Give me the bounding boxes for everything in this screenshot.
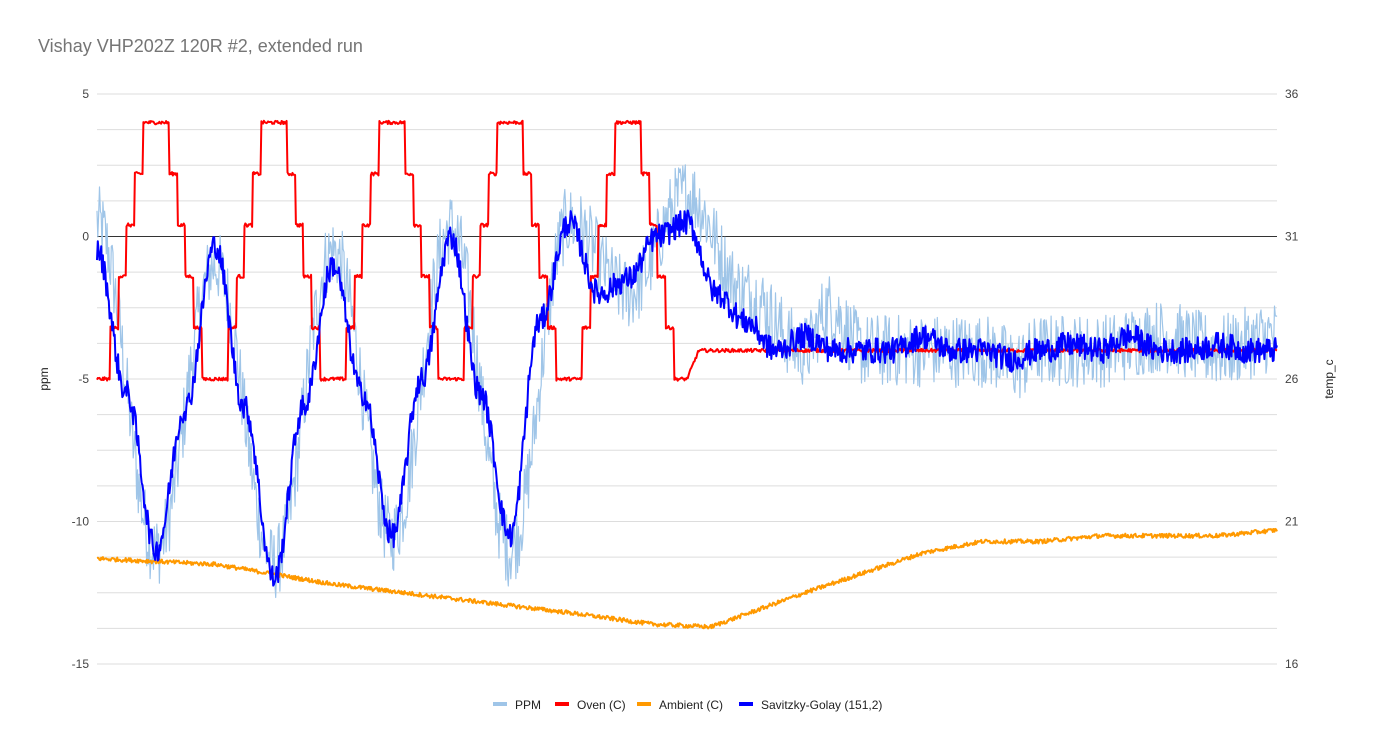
y-left-tick-label: -10 — [72, 515, 90, 529]
legend-label-savitzky-golay: Savitzky-Golay (151,2) — [761, 698, 882, 712]
series-layer — [96, 119, 1278, 630]
legend-swatch-oven — [555, 702, 569, 706]
legend: PPM Oven (C) Ambient (C) Savitzky-Golay … — [493, 698, 882, 712]
legend-item-ambient[interactable]: Ambient (C) — [637, 698, 723, 712]
y-left-tick-label: -5 — [78, 372, 89, 386]
y-left-tick-label: 5 — [82, 87, 89, 101]
series-line-ambient-c — [96, 527, 1278, 630]
y-right-tick-label: 26 — [1285, 372, 1299, 386]
series-line-savitzky-golay-151-2 — [96, 209, 1278, 587]
legend-label-ppm: PPM — [515, 698, 541, 712]
legend-swatch-ppm — [493, 702, 507, 706]
chart-title: Vishay VHP202Z 120R #2, extended run — [38, 36, 363, 56]
ticks-layer: 5 0 -5 -10 -15 36 31 26 21 16 — [72, 87, 1299, 671]
legend-swatch-ambient — [637, 702, 651, 706]
legend-item-oven[interactable]: Oven (C) — [555, 698, 626, 712]
y-left-tick-label: 0 — [82, 230, 89, 244]
legend-label-oven: Oven (C) — [577, 698, 626, 712]
y-right-tick-label: 16 — [1285, 657, 1299, 671]
y-right-tick-label: 31 — [1285, 230, 1299, 244]
legend-item-ppm[interactable]: PPM — [493, 698, 541, 712]
legend-label-ambient: Ambient (C) — [659, 698, 723, 712]
legend-swatch-savitzky-golay — [739, 702, 753, 706]
y-right-tick-label: 36 — [1285, 87, 1299, 101]
y-left-axis-title: ppm — [37, 367, 51, 390]
y-left-tick-label: -15 — [72, 657, 90, 671]
legend-item-savitzky-golay[interactable]: Savitzky-Golay (151,2) — [739, 698, 882, 712]
y-right-axis-title: temp_c — [1322, 359, 1336, 398]
y-right-tick-label: 21 — [1285, 515, 1299, 529]
